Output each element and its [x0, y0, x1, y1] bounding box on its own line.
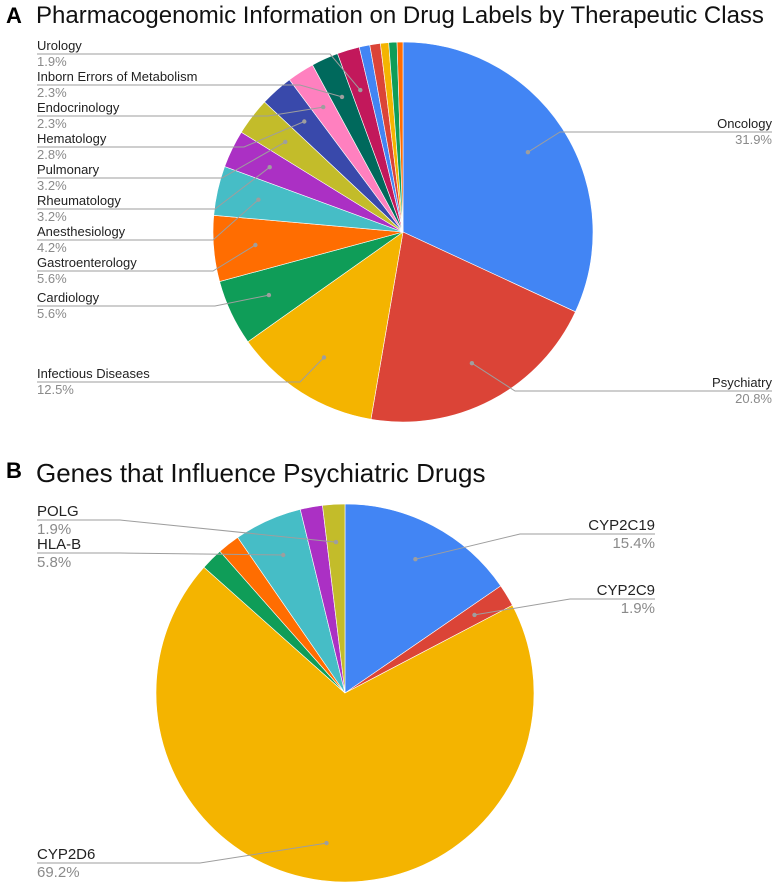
pie-label-cyp2c9-percent: 1.9%	[621, 600, 655, 617]
pie-label-cyp2c9-anchor-dot	[472, 612, 477, 618]
pie-label-cyp2c19-name: CYP2C19	[588, 517, 655, 534]
pie-label-anesthesiology-anchor-dot	[256, 197, 261, 202]
pie-label-psychiatry-anchor-dot	[469, 361, 475, 366]
pie-label-oncology-anchor-dot	[525, 150, 531, 155]
pie-label-pulmonary-leader-line	[37, 141, 286, 179]
pie-label-urology-name: Urology	[37, 38, 82, 53]
pie-label-hla-b-anchor-dot	[281, 552, 286, 558]
pie-label-psychiatry-name: Psychiatry	[712, 375, 772, 390]
pie-label-pulmonary-percent: 3.2%	[37, 178, 67, 193]
pie-label-rheumatology-name: Rheumatology	[37, 193, 121, 208]
pie-label-anesthesiology-percent: 4.2%	[37, 240, 67, 255]
pie-label-oncology-name: Oncology	[717, 116, 772, 131]
pie-label-cardiology-anchor-dot	[266, 292, 272, 298]
pie-chart-therapeutic-class	[212, 41, 594, 423]
pie-label-endocrinology-leader-line	[37, 106, 324, 117]
pie-label-cyp2c9-name: CYP2C9	[597, 582, 655, 599]
pie-label-urology-leader-line	[37, 53, 361, 91]
pie-label-cyp2d6-leader-line	[37, 842, 327, 864]
pie-slice-infectious-diseases	[247, 231, 404, 420]
pie-label-cyp2d6-percent: 69.2%	[37, 864, 80, 881]
pie-label-hla-b-percent: 5.8%	[37, 554, 71, 571]
pie-slice-psychiatry	[370, 231, 576, 423]
pie-label-urology-percent: 1.9%	[37, 54, 67, 69]
pie-label-endocrinology-name: Endocrinology	[37, 100, 120, 115]
pie-label-urology-anchor-dot	[358, 87, 363, 93]
pie-label-oncology-percent: 31.9%	[735, 132, 772, 147]
pie-chart-psychiatric-genes	[155, 503, 535, 883]
pie-label-infectious-diseases-anchor-dot	[321, 355, 327, 360]
pie-label-gastroenterology-anchor-dot	[253, 242, 258, 248]
pie-label-gastroenterology-percent: 5.6%	[37, 271, 67, 286]
pie-label-infectious-diseases-percent: 12.5%	[37, 382, 74, 397]
pie-label-hematology-anchor-dot	[302, 119, 307, 124]
pie-label-infectious-diseases-name: Infectious Diseases	[37, 366, 150, 381]
pie-b-labels: CYP2C1915.4%CYP2C91.9%CYP2D669.2%HLA-B5.…	[37, 503, 655, 881]
pie-label-gastroenterology-leader-line	[37, 244, 256, 272]
pie-label-inborn-errors-of-metabolism-percent: 2.3%	[37, 85, 67, 100]
pie-label-polg-anchor-dot	[333, 539, 339, 545]
pie-label-cardiology-name: Cardiology	[37, 290, 100, 305]
pie-label-cyp2c19-anchor-dot	[413, 557, 418, 562]
pie-label-psychiatry-leader-line	[471, 362, 772, 392]
chart-a-title: Pharmacogenomic Information on Drug Labe…	[36, 2, 764, 29]
pie-label-oncology-leader-line	[527, 131, 772, 153]
pie-label-rheumatology-percent: 3.2%	[37, 209, 67, 224]
chart-b-title: Genes that Influence Psychiatric Drugs	[36, 458, 486, 488]
pie-label-inborn-errors-of-metabolism-name: Inborn Errors of Metabolism	[37, 69, 197, 84]
pie-label-cyp2c9-leader-line	[474, 598, 655, 616]
panel-b-letter: B	[6, 458, 22, 483]
pie-label-rheumatology-leader-line	[37, 166, 271, 210]
pie-label-cardiology-leader-line	[37, 294, 269, 307]
pie-label-endocrinology-anchor-dot	[321, 104, 326, 110]
pie-label-polg-leader-line	[37, 519, 337, 543]
pie-label-endocrinology-percent: 2.3%	[37, 116, 67, 131]
pie-label-infectious-diseases-leader-line	[37, 357, 325, 383]
pie-slice-oncology	[402, 41, 594, 313]
pie-label-hematology-leader-line	[37, 121, 305, 148]
pie-label-inborn-errors-of-metabolism-leader-line	[37, 84, 343, 98]
pie-label-gastroenterology-name: Gastroenterology	[37, 255, 137, 270]
pie-label-cardiology-percent: 5.6%	[37, 306, 67, 321]
pie-slice-cyp2c19	[344, 503, 502, 694]
pie-label-rheumatology-anchor-dot	[267, 165, 272, 170]
pie-label-inborn-errors-of-metabolism-anchor-dot	[339, 94, 345, 100]
pie-slice-polg	[322, 503, 346, 694]
pie-label-hla-b-name: HLA-B	[37, 536, 81, 553]
pie-label-cyp2c19-percent: 15.4%	[612, 535, 655, 552]
pie-label-hematology-percent: 2.8%	[37, 147, 67, 162]
pie-label-polg-name: POLG	[37, 503, 79, 520]
pie-label-cyp2c19-leader-line	[415, 533, 655, 560]
pie-label-pulmonary-anchor-dot	[283, 139, 288, 145]
pie-label-psychiatry-percent: 20.8%	[735, 391, 772, 406]
pie-label-cyp2d6-anchor-dot	[324, 840, 329, 846]
pie-label-anesthesiology-name: Anesthesiology	[37, 224, 126, 239]
pie-slice-cyp2d6	[155, 566, 535, 883]
pie-label-anesthesiology-leader-line	[37, 199, 259, 241]
pie-label-pulmonary-name: Pulmonary	[37, 162, 100, 177]
pie-slice-unlabeled-16	[396, 41, 404, 233]
pie-label-hematology-name: Hematology	[37, 131, 107, 146]
pie-label-polg-percent: 1.9%	[37, 521, 71, 538]
pie-label-cyp2d6-name: CYP2D6	[37, 846, 95, 863]
pie-label-hla-b-leader-line	[37, 552, 284, 556]
panel-a-letter: A	[6, 3, 22, 28]
